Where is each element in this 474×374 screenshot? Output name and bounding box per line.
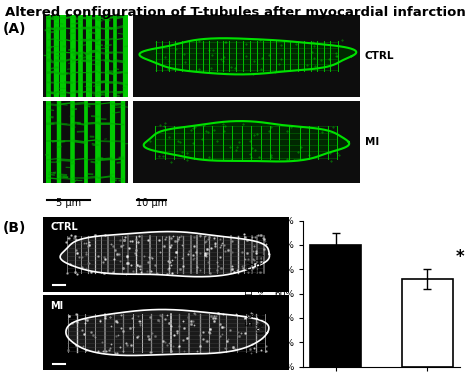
Polygon shape (139, 38, 356, 74)
Text: 10 μm: 10 μm (136, 197, 167, 208)
Text: 5 μm: 5 μm (56, 197, 82, 208)
Polygon shape (66, 310, 269, 355)
Text: *: * (455, 248, 464, 266)
Polygon shape (144, 121, 349, 162)
Text: CTRL: CTRL (365, 51, 394, 61)
Text: MI: MI (50, 301, 63, 311)
Text: (A): (A) (2, 22, 26, 36)
Bar (402, 279, 453, 367)
Text: MI: MI (365, 137, 379, 147)
Text: CTRL: CTRL (50, 222, 78, 232)
Y-axis label: Signal Density
(% of mean CTRL): Signal Density (% of mean CTRL) (246, 253, 266, 334)
Bar (310, 245, 361, 367)
Text: (B): (B) (2, 221, 26, 234)
Polygon shape (60, 232, 269, 277)
Text: Altered configuration of T-tubules after myocardial infarction: Altered configuration of T-tubules after… (5, 6, 465, 19)
